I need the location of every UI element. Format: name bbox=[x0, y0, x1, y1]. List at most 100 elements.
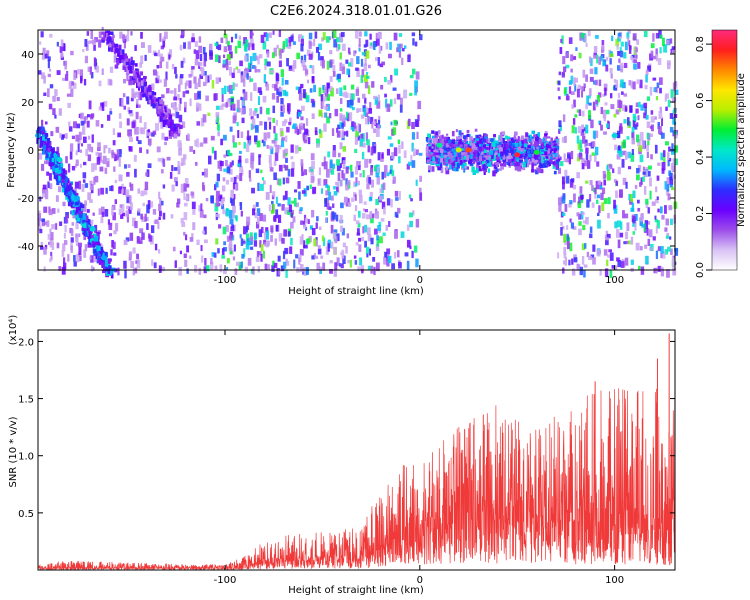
heatmap-cell bbox=[387, 136, 392, 140]
heatmap-cell bbox=[596, 249, 601, 257]
heatmap-cell bbox=[139, 238, 143, 244]
heatmap-cell bbox=[371, 179, 374, 188]
heatmap-cell bbox=[91, 134, 94, 143]
heatmap-cell bbox=[278, 30, 282, 37]
heatmap-cell bbox=[555, 154, 558, 160]
heatmap-cell bbox=[69, 143, 74, 152]
heatmap-cell bbox=[315, 46, 319, 53]
heatmap-cell bbox=[321, 188, 324, 194]
heatmap-cell bbox=[623, 93, 628, 97]
heatmap-cell bbox=[625, 181, 628, 189]
heatmap-cell bbox=[326, 116, 330, 124]
heatmap-cell bbox=[288, 111, 291, 115]
heatmap-cell bbox=[179, 124, 183, 129]
heatmap-cell bbox=[204, 168, 208, 178]
heatmap-cell bbox=[306, 79, 310, 84]
heatmap-cell bbox=[118, 113, 122, 119]
heatmap-cell bbox=[630, 193, 634, 202]
heatmap-cell bbox=[109, 185, 112, 192]
heatmap-cell bbox=[333, 186, 336, 190]
heatmap-cell bbox=[273, 262, 278, 268]
heatmap-cell bbox=[81, 184, 85, 192]
heatmap-cell bbox=[640, 266, 645, 275]
heatmap-cell bbox=[66, 70, 69, 75]
heatmap-cell bbox=[254, 108, 258, 113]
heatmap-cell bbox=[603, 174, 607, 179]
heatmap-cell bbox=[446, 133, 449, 136]
heatmap-cell bbox=[544, 133, 548, 139]
heatmap-cell bbox=[366, 183, 370, 190]
heatmap-cell bbox=[655, 96, 659, 101]
heatmap-cell bbox=[479, 135, 483, 139]
heatmap-cell bbox=[279, 50, 282, 59]
colorbar-tick-label: 0.8 bbox=[695, 36, 706, 52]
heatmap-cell bbox=[74, 181, 79, 189]
heatmap-cell bbox=[231, 98, 234, 102]
heatmap-cell bbox=[260, 34, 265, 43]
heatmap-cell bbox=[585, 43, 588, 47]
heatmap-cell bbox=[597, 219, 601, 229]
heatmap-cell bbox=[230, 226, 235, 232]
heatmap-cell bbox=[376, 100, 381, 109]
heatmap-cell bbox=[555, 139, 559, 144]
heatmap-cell bbox=[78, 180, 81, 190]
heatmap-cell bbox=[339, 121, 343, 128]
heatmap-cell bbox=[126, 34, 130, 42]
heatmap-cell bbox=[626, 32, 630, 39]
heatmap-cell bbox=[335, 186, 339, 192]
snr-y-scale-label: (x10⁴) bbox=[8, 315, 19, 346]
heatmap-cell bbox=[329, 260, 333, 264]
heatmap-cell bbox=[273, 125, 276, 134]
heatmap-cell bbox=[492, 170, 496, 177]
heatmap-cell bbox=[603, 83, 608, 92]
heatmap-cell bbox=[643, 102, 648, 108]
heatmap-cell bbox=[287, 209, 290, 215]
heatmap-cell bbox=[632, 33, 637, 41]
heatmap-cell bbox=[202, 81, 207, 87]
heatmap-cell bbox=[562, 114, 566, 122]
heatmap-cell bbox=[644, 84, 648, 90]
heatmap-cell bbox=[339, 108, 343, 112]
heatmap-cell bbox=[87, 66, 92, 72]
heatmap-cell bbox=[657, 265, 662, 272]
heatmap-cell bbox=[519, 160, 524, 166]
heatmap-cell bbox=[622, 150, 627, 156]
heatmap-cell bbox=[104, 252, 108, 258]
heatmap-cell bbox=[342, 242, 346, 248]
heatmap-cell bbox=[204, 52, 208, 62]
heatmap-cell bbox=[599, 185, 603, 189]
heatmap-cell bbox=[158, 203, 162, 212]
heatmap-cell bbox=[621, 159, 625, 168]
heatmap-cell bbox=[255, 168, 260, 174]
heatmap-cell bbox=[657, 57, 662, 65]
heatmap-cell bbox=[136, 259, 141, 269]
heatmap-cell bbox=[636, 79, 641, 85]
heatmap-cell bbox=[275, 72, 279, 81]
heatmap-cell bbox=[240, 74, 244, 83]
heatmap-cell bbox=[240, 131, 244, 139]
heatmap-cell bbox=[441, 134, 444, 139]
heatmap-cell bbox=[329, 159, 333, 168]
heatmap-cell bbox=[241, 169, 244, 176]
heatmap-cell bbox=[85, 149, 89, 157]
heatmap-cell bbox=[383, 256, 387, 265]
heatmap-cell bbox=[391, 263, 395, 270]
heatmap-cell bbox=[636, 122, 639, 127]
heatmap-cell bbox=[364, 240, 367, 248]
heatmap-cell bbox=[398, 190, 401, 200]
heatmap-cell bbox=[95, 231, 100, 240]
heatmap-cell bbox=[259, 121, 263, 126]
heatmap-cell bbox=[523, 138, 528, 145]
heatmap-cell bbox=[137, 82, 141, 87]
heatmap-cell bbox=[301, 59, 306, 67]
heatmap-cell bbox=[42, 47, 46, 56]
heatmap-cell bbox=[573, 99, 576, 108]
heatmap-cell bbox=[264, 263, 268, 270]
heatmap-cell bbox=[436, 163, 440, 167]
heatmap-cell bbox=[64, 61, 68, 70]
heatmap-cell bbox=[214, 54, 219, 63]
heatmap-cell bbox=[270, 147, 274, 155]
heatmap-cell bbox=[303, 244, 308, 249]
heatmap-cell bbox=[393, 32, 398, 41]
heatmap-cell bbox=[100, 124, 104, 128]
